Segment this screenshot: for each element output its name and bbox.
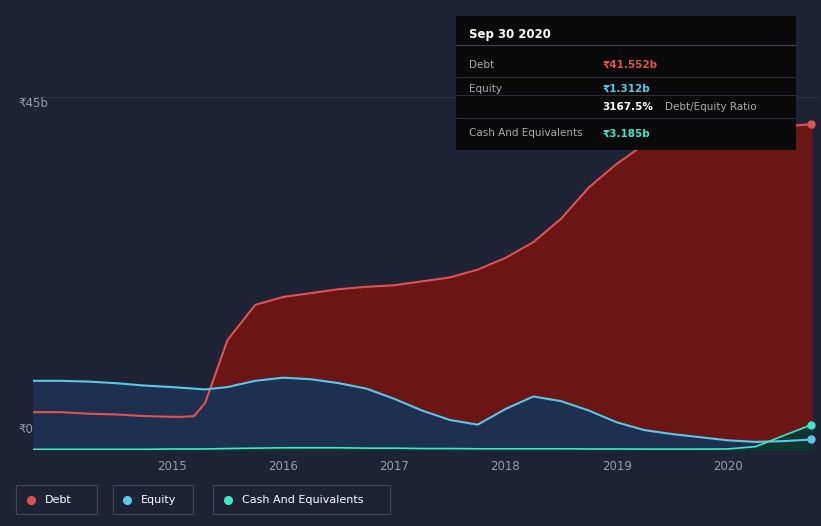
FancyBboxPatch shape — [16, 485, 97, 514]
Text: 2017: 2017 — [379, 460, 409, 473]
Text: Debt/Equity Ratio: Debt/Equity Ratio — [665, 102, 757, 112]
Text: Cash And Equivalents: Cash And Equivalents — [241, 494, 363, 505]
Text: Equity: Equity — [470, 84, 502, 94]
FancyBboxPatch shape — [213, 485, 390, 514]
Text: 2015: 2015 — [157, 460, 186, 473]
Text: Equity: Equity — [141, 494, 177, 505]
Text: 2018: 2018 — [491, 460, 521, 473]
Text: ₹41.552b: ₹41.552b — [602, 60, 658, 70]
Text: Debt: Debt — [44, 494, 71, 505]
FancyBboxPatch shape — [112, 485, 193, 514]
Text: 2020: 2020 — [713, 460, 743, 473]
Text: Debt: Debt — [470, 60, 494, 70]
Text: ₹3.185b: ₹3.185b — [602, 128, 650, 138]
Text: 2019: 2019 — [602, 460, 631, 473]
Text: 2016: 2016 — [268, 460, 298, 473]
Text: ₹0: ₹0 — [18, 422, 33, 436]
Text: ₹45b: ₹45b — [18, 97, 48, 110]
Text: Cash And Equivalents: Cash And Equivalents — [470, 128, 583, 138]
Text: 3167.5%: 3167.5% — [602, 102, 653, 112]
Text: ₹1.312b: ₹1.312b — [602, 84, 650, 94]
Text: Sep 30 2020: Sep 30 2020 — [470, 28, 551, 41]
